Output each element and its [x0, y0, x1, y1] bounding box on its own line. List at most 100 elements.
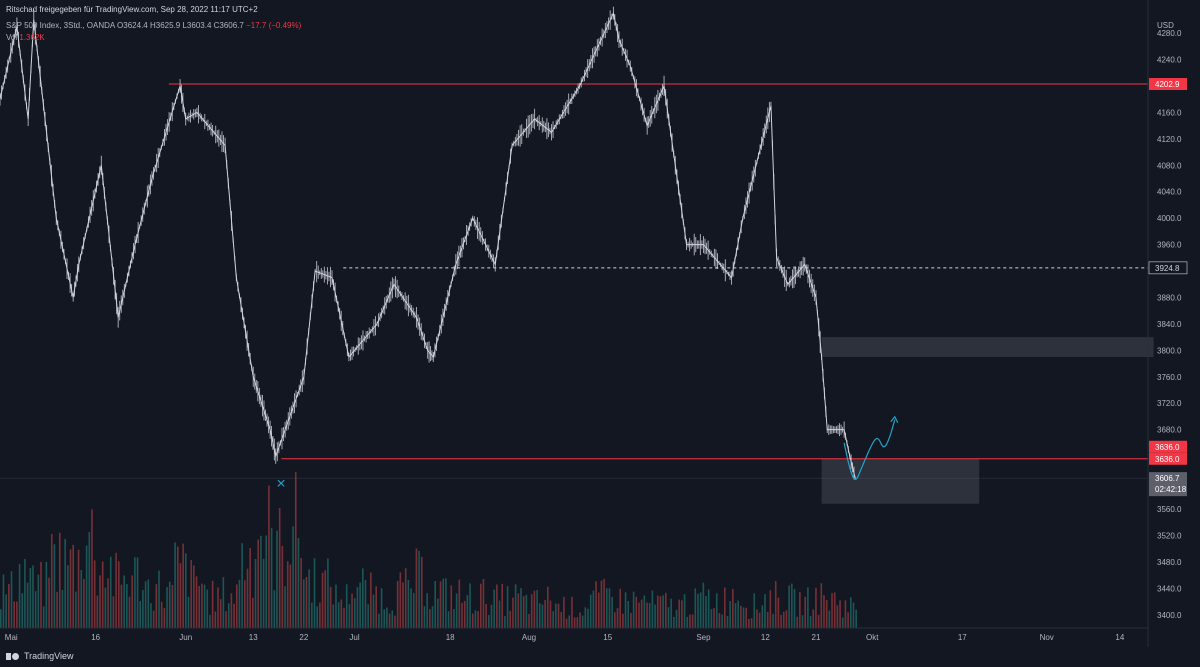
volume-bar — [758, 612, 761, 628]
volume-bar — [782, 611, 785, 628]
volume-bar — [520, 588, 522, 628]
volume-bar — [340, 599, 343, 628]
volume-bar — [769, 590, 772, 628]
volume-bar — [5, 594, 7, 628]
volume-bar — [115, 552, 117, 628]
volume-bar — [217, 587, 219, 628]
volume-bar — [809, 615, 812, 628]
volume-bar — [40, 561, 42, 628]
volume-bar — [485, 603, 487, 628]
level-badge — [1149, 452, 1187, 465]
volume-bar — [58, 532, 61, 628]
volume-bar — [651, 590, 654, 628]
volume-bar — [764, 594, 766, 628]
tradingview-logo[interactable]: TradingView — [6, 651, 74, 661]
close-label: C — [213, 21, 220, 30]
x-tick-label: 12 — [761, 633, 770, 642]
volume-bar — [10, 571, 13, 628]
volume-bar — [496, 584, 498, 628]
volume-bar — [418, 550, 420, 628]
volume-bar — [29, 568, 32, 628]
y-tick-label: 4240.0 — [1157, 55, 1182, 64]
volume-bar — [632, 591, 635, 628]
volume-bar — [807, 587, 809, 628]
high-label: H — [149, 21, 156, 30]
volume-bar — [294, 472, 297, 628]
volume-bar — [273, 590, 276, 628]
volume-bar — [836, 605, 839, 628]
projection-layer — [843, 415, 899, 480]
volume-bar — [686, 616, 689, 628]
volume-bar — [799, 592, 801, 628]
volume-bar — [600, 580, 603, 628]
volume-bar — [297, 537, 300, 628]
volume-bar — [434, 580, 436, 628]
last-price-label: 3606.7 — [1155, 474, 1180, 483]
zones-layer — [821, 337, 1154, 504]
levels-layer — [0, 83, 1148, 479]
volume-bar — [608, 588, 611, 628]
volume-bar — [458, 579, 461, 628]
volume-bar — [332, 604, 335, 628]
volume-bar — [563, 596, 565, 628]
volume-bar — [437, 598, 439, 628]
volume-bar — [131, 575, 133, 628]
volume-bar — [18, 563, 21, 628]
volume-bar — [565, 618, 568, 628]
volume-bar — [592, 590, 595, 628]
volume-bar — [420, 557, 423, 628]
volume-bar — [410, 588, 412, 628]
volume-bar — [745, 607, 748, 628]
volume-bar — [729, 601, 731, 628]
volume-bar — [815, 587, 817, 628]
volume-bar — [820, 583, 823, 628]
x-tick-label: Okt — [866, 633, 879, 642]
volume-bar — [670, 598, 672, 628]
volume-bar — [482, 579, 485, 628]
volume-bar — [667, 607, 670, 628]
volume-legend: Vol 1.362K — [6, 33, 45, 42]
volume-bar — [257, 539, 260, 628]
time-axis[interactable]: Mai 16 Jun 13 22 Jul 18 Aug 15 Sep 12 21 Okt 17 Nov 14 — [5, 633, 1125, 642]
volume-bar — [852, 602, 855, 628]
volume-bar — [120, 584, 123, 628]
volume-bar — [214, 611, 217, 628]
volume-bar — [42, 606, 45, 628]
x-tick-label: Jul — [349, 633, 359, 642]
volume-bar — [93, 560, 96, 628]
volume-bar — [732, 589, 734, 628]
volume-bar — [490, 604, 493, 628]
volume-bar — [152, 610, 155, 628]
volume-bar — [179, 563, 182, 628]
volume-bar — [284, 586, 286, 628]
volume-bar — [219, 599, 222, 628]
volume-bar — [474, 610, 477, 628]
volume-bar — [351, 593, 353, 628]
volume-bar — [375, 586, 377, 628]
volume-bar — [568, 615, 571, 628]
volume-bar — [394, 615, 396, 628]
volume-bar — [611, 596, 613, 628]
open-label: O — [117, 21, 124, 30]
volume-bar — [694, 588, 697, 628]
volume-bar — [378, 613, 380, 628]
x-tick-label: 13 — [249, 633, 258, 642]
volume-bar — [748, 619, 750, 628]
volume-bar — [37, 574, 40, 628]
x-tick-label: 15 — [603, 633, 612, 642]
price-layer — [0, 6, 856, 480]
x-tick-label: 18 — [446, 633, 455, 642]
volume-bar — [533, 590, 536, 628]
volume-bar — [683, 594, 686, 628]
volume-bar — [597, 592, 600, 628]
volume-bar — [463, 600, 466, 628]
volume-bar — [718, 613, 721, 628]
volume-bar — [50, 533, 53, 628]
low-marker: × — [276, 476, 285, 493]
volume-bar — [24, 558, 26, 628]
volume-bar — [388, 613, 391, 628]
volume-bar — [329, 586, 332, 628]
symbol-title[interactable]: S&P 500 Index, 3Std., OANDA — [6, 21, 115, 30]
volume-label[interactable]: Vol — [6, 33, 18, 42]
